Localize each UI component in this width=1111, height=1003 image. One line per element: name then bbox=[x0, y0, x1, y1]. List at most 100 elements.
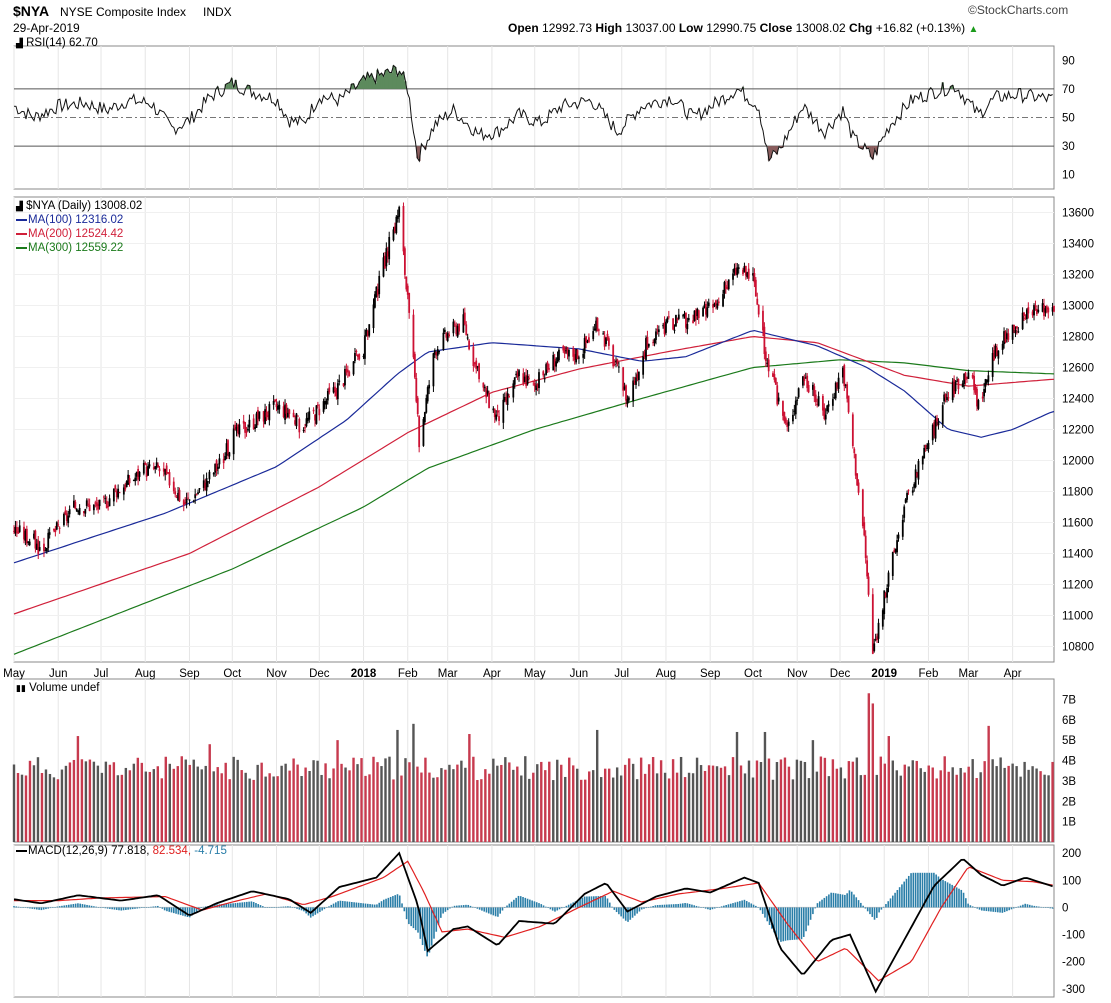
volume-bar bbox=[715, 766, 719, 842]
volume-bar bbox=[496, 765, 499, 842]
candle-body bbox=[723, 282, 726, 294]
candle-body bbox=[28, 541, 31, 546]
volume-bar bbox=[432, 777, 435, 842]
macd-legend-b: 82.534, bbox=[152, 845, 192, 857]
candle-body bbox=[162, 468, 165, 472]
volume-bar bbox=[168, 763, 171, 842]
candle-body bbox=[1041, 303, 1044, 312]
candle-body bbox=[43, 543, 45, 552]
volume-bar bbox=[96, 765, 100, 842]
volume-bar bbox=[1039, 771, 1042, 842]
volume-bar bbox=[384, 758, 387, 842]
candle-body bbox=[588, 337, 590, 343]
macd-histogram-bar bbox=[663, 904, 666, 908]
candle-body bbox=[306, 417, 309, 421]
candle-body bbox=[324, 400, 326, 405]
candle-body bbox=[165, 465, 168, 474]
macd-histogram-bar bbox=[981, 907, 983, 911]
macd-histogram-bar bbox=[586, 896, 588, 908]
volume-bar bbox=[735, 731, 739, 842]
volume-bar bbox=[639, 757, 643, 842]
volume-bar bbox=[252, 779, 255, 842]
macd-histogram-bar bbox=[26, 907, 29, 909]
volume-tick-label: 7B bbox=[1062, 694, 1076, 706]
candle-body bbox=[613, 364, 616, 366]
macd-histogram-bar bbox=[1038, 906, 1040, 908]
macd-histogram-bar bbox=[15, 906, 18, 908]
volume-bar bbox=[803, 761, 807, 842]
volume-bar bbox=[887, 736, 890, 842]
macd-histogram-bar bbox=[86, 904, 88, 908]
candle-body bbox=[994, 345, 997, 357]
candle-body bbox=[277, 405, 279, 410]
brand-logo[interactable]: ©StockCharts.com bbox=[968, 3, 1069, 17]
candle-body bbox=[473, 362, 476, 365]
macd-histogram-bar bbox=[239, 902, 241, 908]
volume-bar bbox=[420, 772, 423, 842]
macd-histogram-bar bbox=[335, 902, 337, 908]
candle-body bbox=[843, 365, 846, 387]
volume-bar bbox=[488, 773, 491, 842]
candle-body bbox=[782, 401, 784, 416]
macd-histogram-bar bbox=[355, 902, 358, 908]
volume-bar bbox=[871, 703, 875, 842]
macd-histogram-bar bbox=[971, 906, 974, 908]
macd-histogram-bar bbox=[403, 907, 406, 912]
candle-body bbox=[1037, 309, 1040, 312]
volume-bar bbox=[580, 779, 583, 842]
candle-body bbox=[528, 377, 530, 379]
macd-histogram-bar bbox=[901, 884, 903, 908]
price-tick-label: 11800 bbox=[1062, 487, 1093, 499]
volume-bar bbox=[895, 770, 898, 842]
macd-histogram-bar bbox=[284, 906, 287, 908]
macd-histogram-bar bbox=[798, 907, 801, 940]
macd-histogram-bar bbox=[691, 904, 693, 908]
candle-body bbox=[893, 550, 896, 553]
macd-histogram-bar bbox=[36, 907, 38, 910]
candle-body bbox=[542, 371, 545, 376]
volume-bar bbox=[336, 740, 339, 842]
candle-body bbox=[686, 323, 689, 330]
open-label: Open bbox=[508, 21, 539, 35]
macd-histogram-bar bbox=[424, 907, 426, 951]
candle-body bbox=[568, 349, 570, 357]
macd-histogram-bar bbox=[129, 907, 132, 910]
macd-histogram-bar bbox=[186, 907, 189, 917]
volume-bar bbox=[260, 762, 263, 842]
candle-body bbox=[705, 303, 707, 315]
macd-histogram-bar bbox=[72, 904, 75, 908]
volume-bar bbox=[160, 778, 163, 842]
x-tick-label: Mar bbox=[438, 668, 458, 680]
macd-histogram-bar bbox=[437, 907, 440, 925]
macd-histogram-bar bbox=[563, 907, 565, 908]
volume-bar bbox=[524, 756, 527, 842]
volume-bar bbox=[180, 756, 183, 842]
price-legend-text: $NYA (Daily) 13008.02 bbox=[26, 200, 143, 212]
candle-body bbox=[23, 526, 25, 540]
candle-body bbox=[757, 304, 760, 315]
candle-body bbox=[478, 363, 480, 380]
candle-body bbox=[238, 424, 241, 435]
volume-bar bbox=[32, 765, 36, 842]
macd-histogram-bar bbox=[49, 907, 52, 909]
macd-histogram-bar bbox=[58, 906, 61, 908]
macd-histogram-bar bbox=[120, 907, 123, 911]
macd-histogram-bar bbox=[417, 907, 419, 933]
price-tick-label: 12000 bbox=[1062, 456, 1094, 468]
macd-histogram-bar bbox=[220, 904, 223, 908]
candle-body bbox=[147, 465, 150, 476]
candle-body bbox=[433, 350, 436, 355]
macd-histogram-bar bbox=[549, 907, 552, 910]
candle-body bbox=[75, 509, 78, 512]
macd-histogram-bar bbox=[161, 907, 164, 909]
candle-body bbox=[115, 490, 118, 498]
macd-histogram-bar bbox=[419, 907, 422, 939]
candle-body bbox=[468, 340, 470, 350]
candle-body bbox=[117, 488, 120, 498]
candle-body bbox=[793, 410, 796, 412]
candle-body bbox=[836, 382, 839, 388]
macd-histogram-bar bbox=[907, 875, 910, 908]
candle-body bbox=[864, 535, 867, 558]
candle-body bbox=[84, 508, 87, 514]
macd-histogram-bar bbox=[750, 903, 753, 908]
